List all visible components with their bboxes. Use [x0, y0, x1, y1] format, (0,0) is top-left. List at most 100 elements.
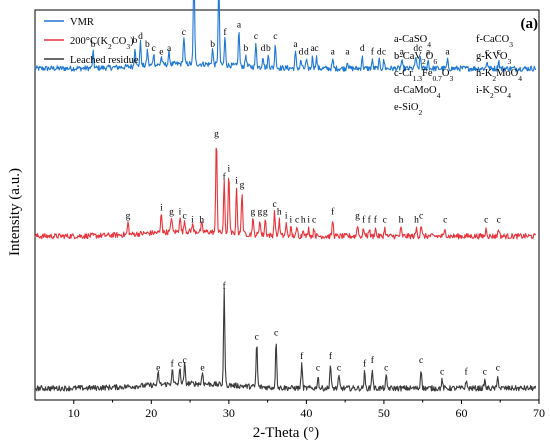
peak-label: b	[133, 36, 138, 46]
peak-label: c	[183, 356, 187, 366]
peak-label: g	[251, 208, 256, 218]
peak-label: c	[384, 364, 388, 374]
x-tick-label: 10	[68, 406, 80, 420]
peak-label: g	[263, 208, 268, 218]
peak-label: c	[419, 356, 423, 366]
peak-label: c	[182, 28, 186, 38]
peak-label: g	[240, 180, 245, 190]
peak-label: i	[228, 165, 231, 175]
peak-label: b	[266, 44, 271, 54]
peak-label: c	[443, 215, 447, 225]
peak-label: i	[191, 215, 194, 225]
peak-label: c	[254, 32, 258, 42]
peak-label: c	[484, 215, 488, 225]
peak-label: c	[273, 32, 277, 42]
peak-label: f	[171, 359, 175, 370]
peak-label: c	[314, 44, 318, 54]
legend: VMR 200°C(K2CO3) Leached residue	[44, 17, 139, 66]
peak-label: i	[307, 215, 310, 225]
peak-label: d	[304, 48, 309, 58]
x-tick-label: 70	[533, 406, 545, 420]
peak-label: c	[497, 215, 501, 225]
x-tick-label: 50	[378, 406, 390, 420]
peak-label: f	[223, 281, 227, 292]
peak-label: c	[483, 368, 487, 378]
peak-label: d	[377, 48, 382, 58]
series-layer	[34, 0, 537, 392]
phase-key-item: d-CaMoO4	[394, 85, 441, 100]
peak-label: c	[183, 212, 187, 222]
phase-key-item: i-K2SO4	[476, 85, 511, 100]
peak-label: d	[360, 44, 365, 54]
x-tick-label: 30	[223, 406, 235, 420]
peak-label: f	[223, 27, 227, 38]
peak-label: c	[497, 48, 501, 58]
x-tick-label: 20	[145, 406, 157, 420]
peak-label: a	[293, 40, 298, 50]
peak-label: f	[331, 207, 335, 218]
peak-label: f	[362, 214, 366, 225]
peak-label: f	[300, 351, 304, 362]
peak-label: f	[371, 355, 375, 366]
peak-label: g	[355, 212, 360, 222]
peak-label: c	[316, 364, 320, 374]
peak-label: b	[210, 40, 215, 50]
peak-label: c	[496, 364, 500, 374]
peak-label: f	[223, 172, 227, 183]
peak-label: f	[465, 367, 469, 378]
peak-label: g	[257, 208, 262, 218]
x-axis-title: 2-Theta (°)	[253, 425, 319, 441]
series-line-1	[34, 147, 537, 240]
peak-label: b	[145, 40, 150, 50]
peak-label: f	[329, 351, 333, 362]
phase-key-item: a-CaSO4	[394, 34, 431, 49]
peak-label: f	[371, 47, 375, 58]
peak-label: c	[274, 329, 278, 339]
phase-key-item: f-CaCO3	[476, 34, 513, 49]
peak-label: i	[285, 212, 288, 222]
phase-key-item: h-K2MoO4	[476, 68, 522, 83]
y-axis-title: Intensity (a.u.)	[7, 168, 23, 256]
peak-label: g	[214, 130, 219, 140]
peak-label: i	[160, 204, 163, 214]
peak-label: c	[272, 200, 276, 210]
peak-label: h	[301, 215, 306, 225]
series-line-2	[34, 288, 537, 392]
peak-label: e	[200, 364, 204, 374]
phase-key: a-CaSO4 b-CaV2O6 c-Cr1.3Fe0.7O3 d-CaMoO4 e-S…	[394, 34, 522, 117]
x-tick-label: 40	[300, 406, 312, 420]
peak-label: a	[400, 48, 405, 58]
peak-label: d	[261, 44, 266, 54]
phase-key-item: g-KVO3	[476, 51, 512, 66]
peak-label: c	[295, 215, 299, 225]
peak-label: f	[374, 214, 378, 225]
series-line-0	[34, 0, 537, 72]
legend-entry: Leached residue	[70, 55, 139, 66]
peak-label: c	[383, 215, 387, 225]
peak-label: a	[310, 44, 315, 54]
peak-label: a	[237, 20, 242, 30]
legend-entry: VMR	[70, 17, 94, 28]
peak-label: c	[485, 48, 489, 58]
peak-label: c	[255, 332, 259, 342]
peak-label: h	[277, 208, 282, 218]
peak-label: h	[414, 215, 419, 225]
peak-label: i	[290, 215, 293, 225]
peak-label: e	[159, 48, 163, 58]
peak-label: e	[156, 364, 160, 374]
peak-label: c	[178, 360, 182, 370]
peak-label: c	[382, 48, 386, 58]
peak-label: c	[337, 364, 341, 374]
peak-label: c	[312, 215, 316, 225]
legend-entry: 200°C(K2CO3)	[70, 36, 134, 51]
peak-label: d	[299, 48, 304, 58]
peak-label: f	[363, 359, 367, 370]
plot-frame	[34, 9, 540, 401]
peak-label: a	[167, 44, 172, 54]
peak-label: c	[419, 212, 423, 222]
peak-label: g	[169, 208, 174, 218]
peak-label: a	[331, 48, 336, 58]
peak-label: b	[244, 44, 249, 54]
peak-label: a	[426, 48, 431, 58]
